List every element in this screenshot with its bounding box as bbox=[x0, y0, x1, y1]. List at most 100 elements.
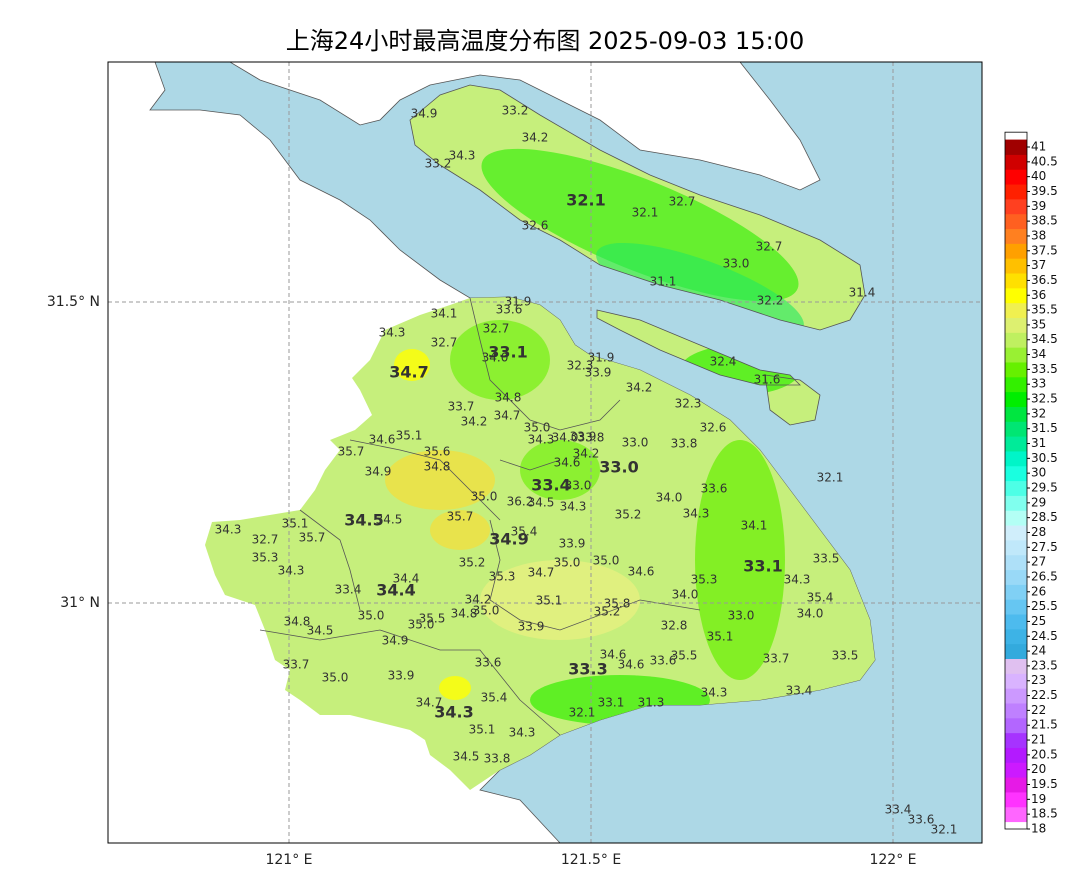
station-label: 34.6 bbox=[369, 433, 396, 447]
colorbar-band bbox=[1005, 287, 1027, 304]
colorbar-tick-label: 25 bbox=[1031, 614, 1046, 628]
station-label: 32.7 bbox=[252, 533, 279, 547]
station-label: 33.6 bbox=[475, 656, 502, 670]
station-label: 35.8 bbox=[604, 597, 631, 611]
station-label: 35.4 bbox=[511, 525, 538, 539]
colorbar-tick-label: 35.5 bbox=[1031, 303, 1058, 317]
station-label: 35.1 bbox=[707, 630, 734, 644]
colorbar-band bbox=[1005, 539, 1027, 556]
station-label: 34.7 bbox=[416, 696, 443, 710]
colorbar-band bbox=[1005, 510, 1027, 526]
station-label: 34.8 bbox=[424, 460, 451, 474]
colorbar-band bbox=[1005, 436, 1027, 452]
colorbar-band bbox=[1005, 495, 1027, 511]
colorbar-band bbox=[1005, 317, 1027, 333]
station-label: 34.7 bbox=[494, 409, 521, 423]
station-label: 35.7 bbox=[338, 445, 365, 459]
colorbar-tick-label: 23.5 bbox=[1031, 658, 1058, 672]
station-label: 31.3 bbox=[638, 696, 665, 710]
station-label: 32.1 bbox=[931, 823, 958, 837]
station-label: 32.6 bbox=[700, 421, 727, 435]
station-label: 34.6 bbox=[628, 565, 655, 579]
station-label: 34.0 bbox=[552, 431, 579, 445]
colorbar-tick-label: 37.5 bbox=[1031, 243, 1058, 257]
station-label: 34.7 bbox=[389, 363, 428, 382]
station-label: 32.4 bbox=[710, 355, 737, 369]
station-label: 34.3 bbox=[434, 703, 473, 722]
station-label: 34.4 bbox=[376, 581, 415, 600]
station-label: 34.0 bbox=[797, 607, 824, 621]
coastlines bbox=[259, 84, 866, 736]
station-label: 35.1 bbox=[469, 723, 496, 737]
station-label: 33.0 bbox=[728, 609, 755, 623]
station-label: 34.9 bbox=[382, 634, 409, 648]
station-label: 33.8 bbox=[484, 752, 511, 766]
colorbar-tick-label: 34.5 bbox=[1031, 332, 1058, 346]
station-label: 35.7 bbox=[299, 531, 326, 545]
colorbar: 1818.51919.52020.52121.52222.52323.52424… bbox=[1004, 131, 1058, 836]
colorbar-tick-label: 21 bbox=[1031, 733, 1046, 747]
station-label: 35.3 bbox=[691, 573, 718, 587]
map-frame: 34.9 33.234.234.333.232.132.132.732.632.7… bbox=[107, 61, 983, 844]
station-label: 32.8 bbox=[661, 619, 688, 633]
colorbar-band bbox=[1005, 673, 1027, 689]
colorbar-tick-label: 36.5 bbox=[1031, 273, 1058, 287]
colorbar-tick-label: 33.5 bbox=[1031, 362, 1058, 376]
station-label: 33.5 bbox=[832, 649, 859, 663]
colorbar-band bbox=[1005, 688, 1027, 704]
colorbar-tick-label: 25.5 bbox=[1031, 599, 1058, 613]
station-label: 33.0 bbox=[723, 257, 750, 271]
station-label: 31.1 bbox=[650, 275, 677, 289]
colorbar-tick-label: 29 bbox=[1031, 495, 1046, 509]
station-label: 32.1 bbox=[566, 191, 605, 210]
colorbar-band bbox=[1005, 406, 1027, 422]
colorbar-band bbox=[1005, 806, 1027, 823]
station-label: 31.9 bbox=[588, 351, 615, 365]
colorbar-tick-label: 19 bbox=[1031, 792, 1046, 806]
colorbar-band bbox=[1005, 599, 1027, 615]
station-label: 35.0 bbox=[593, 554, 620, 568]
map-title: 上海24小时最高温度分布图 2025-09-03 15:00 bbox=[286, 27, 804, 55]
colorbar-band bbox=[1005, 569, 1027, 585]
colorbar-tick-label: 18 bbox=[1031, 822, 1046, 836]
colorbar-tick-label: 23 bbox=[1031, 673, 1046, 687]
colorbar-tick-label: 26 bbox=[1031, 584, 1046, 598]
colorbar-tick-label: 31.5 bbox=[1031, 421, 1058, 435]
colorbar-tick-label: 39.5 bbox=[1031, 184, 1058, 198]
station-label: 33.4 bbox=[786, 684, 813, 698]
colorbar-tick-label: 19.5 bbox=[1031, 777, 1058, 791]
station-label: 35.1 bbox=[282, 517, 309, 531]
station-label: 33.8 bbox=[578, 431, 605, 445]
station-label: 34.2 bbox=[573, 447, 600, 461]
station-label: 34.5 bbox=[453, 750, 480, 764]
station-label: 33.6 bbox=[650, 654, 677, 668]
station-label: 34.7 bbox=[528, 566, 555, 580]
colorbar-band bbox=[1005, 717, 1027, 734]
station-label: 33.8 bbox=[671, 437, 698, 451]
x-axis-label: 122° E bbox=[869, 852, 916, 868]
station-label: 34.8 bbox=[495, 391, 522, 405]
station-label: 34.4 bbox=[393, 572, 420, 586]
station-label: 34.3 bbox=[701, 686, 728, 700]
station-label: 32.6 bbox=[522, 219, 549, 233]
colorbar-tick-label: 31 bbox=[1031, 436, 1046, 450]
station-label: 33.6 bbox=[701, 482, 728, 496]
colorbar-band bbox=[1005, 762, 1027, 778]
station-label: 34.6 bbox=[600, 648, 627, 662]
station-label: 34.3 bbox=[215, 523, 242, 537]
x-axis-label: 121.5° E bbox=[561, 852, 621, 868]
colorbar-tick-label: 18.5 bbox=[1031, 807, 1058, 821]
colorbar-band bbox=[1005, 332, 1027, 348]
station-label: 33.9 bbox=[388, 669, 415, 683]
station-label: 34.2 bbox=[461, 415, 488, 429]
station-label: 34.8 bbox=[451, 607, 478, 621]
station-label: 35.3 bbox=[252, 551, 279, 565]
colorbar-tick-label: 35 bbox=[1031, 317, 1046, 331]
station-label: 35.5 bbox=[671, 649, 698, 663]
station-label: 35.0 bbox=[473, 604, 500, 618]
colorbar-band bbox=[1005, 747, 1027, 763]
station-label: 34.0 bbox=[672, 588, 699, 602]
station-label: 34.3 bbox=[560, 500, 587, 514]
station-label: 32.2 bbox=[757, 294, 784, 308]
station-label: 33.6 bbox=[496, 303, 523, 317]
